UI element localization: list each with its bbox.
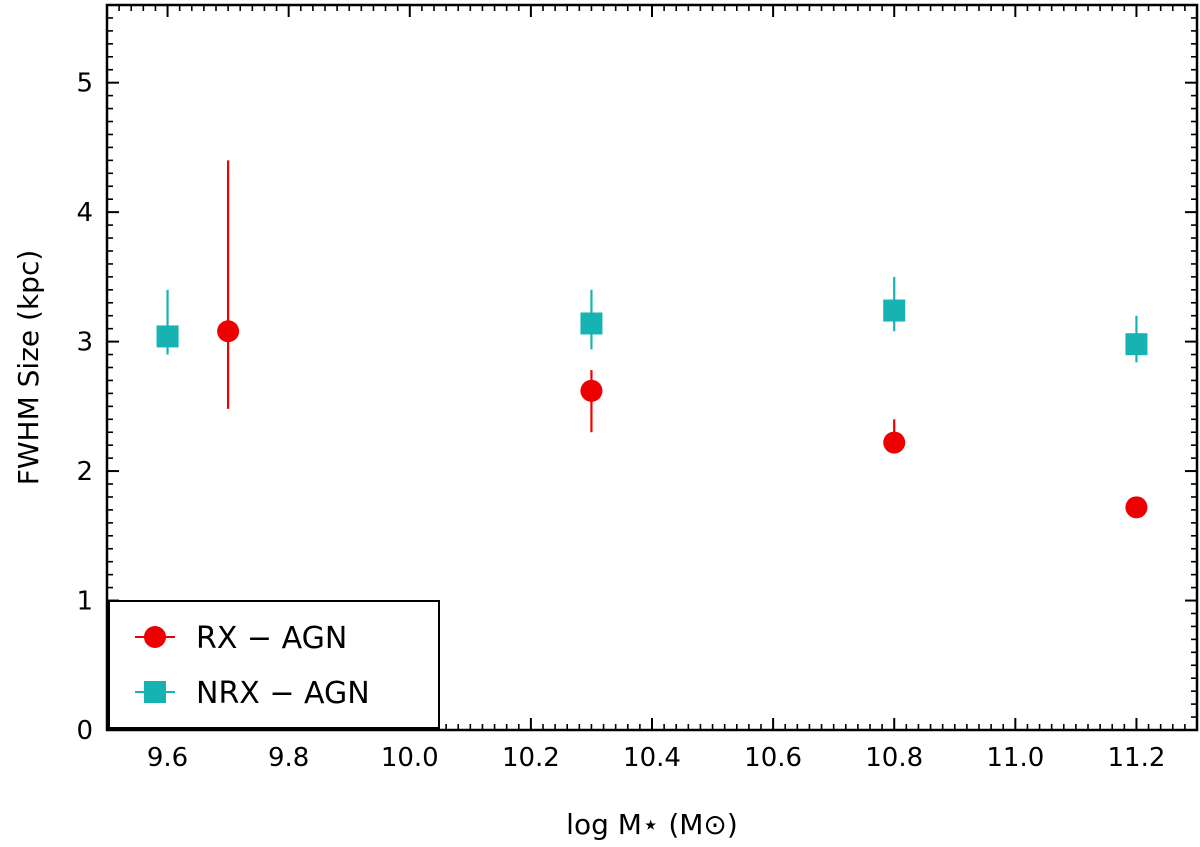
x-tick-label: 10.4 xyxy=(623,743,681,773)
nrx-data-point xyxy=(1125,333,1148,356)
y-tick-label: 4 xyxy=(76,198,93,228)
rx-data-point xyxy=(883,431,906,454)
nrx-data-point xyxy=(580,312,603,335)
x-tick-label: 9.8 xyxy=(268,743,309,773)
x-tick-label: 11.0 xyxy=(986,743,1044,773)
nrx-data-point xyxy=(156,325,179,348)
y-tick-label: 0 xyxy=(76,716,93,746)
legend-box xyxy=(108,600,440,729)
x-axis-label: log M⋆ (M⊙) xyxy=(566,808,738,841)
x-tick-label: 10.0 xyxy=(381,743,439,773)
legend-rx-marker xyxy=(144,626,166,648)
legend-rx-label: RX − AGN xyxy=(196,621,347,656)
y-axis-label: FWHM Size (kpc) xyxy=(12,250,45,486)
data-markers xyxy=(156,299,1148,519)
y-tick-label: 5 xyxy=(76,69,93,99)
x-tick-label: 11.2 xyxy=(1107,743,1165,773)
x-tick-label: 9.6 xyxy=(147,743,188,773)
x-tick-label: 10.6 xyxy=(744,743,802,773)
major-ticks xyxy=(107,5,1197,731)
nrx-data-point xyxy=(883,299,906,322)
y-tick-label: 2 xyxy=(76,457,93,487)
legend: RX − AGN NRX − AGN xyxy=(108,600,440,729)
x-tick-label: 10.2 xyxy=(502,743,560,773)
y-tick-label: 3 xyxy=(76,328,93,358)
tick-labels: 9.6 9.8 10.0 10.2 10.4 10.6 10.8 11.0 11.2 0 1 2 3 4 5 xyxy=(76,69,1165,773)
rx-data-point xyxy=(580,379,603,402)
legend-nrx-label: NRX − AGN xyxy=(196,676,370,711)
y-tick-label: 1 xyxy=(76,587,93,617)
rx-data-point xyxy=(1125,496,1148,519)
plot-frame xyxy=(105,3,1199,732)
x-tick-label: 10.8 xyxy=(865,743,923,773)
error-bars xyxy=(166,160,1138,513)
legend-nrx-marker xyxy=(144,681,166,703)
rx-data-point xyxy=(217,320,240,343)
